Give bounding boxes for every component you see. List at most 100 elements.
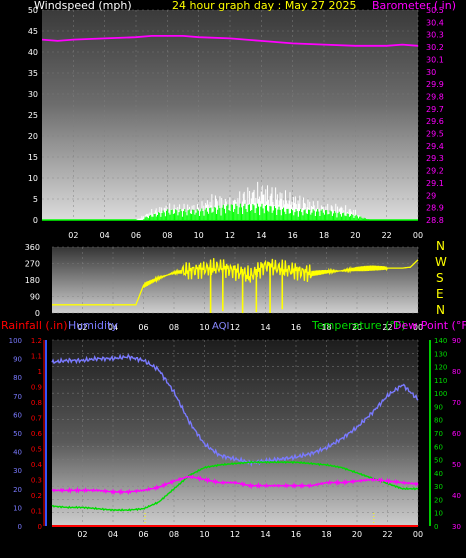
windspeed-tick-label: 25 xyxy=(28,111,38,120)
wind-panel-x-tick-label: 14 xyxy=(256,231,266,240)
humidity-panel-x-tick-label: 02 xyxy=(77,530,87,539)
temperature-tick-label: 0 xyxy=(434,523,438,531)
direction-panel-x-tick-label: 16 xyxy=(291,323,301,332)
rainfall-tick-label: 0.3 xyxy=(31,477,42,485)
rainfall-tick-label: 0.8 xyxy=(31,399,42,407)
barometer-tick-label: 30.2 xyxy=(426,43,444,52)
direction-panel-x-tick-label: 20 xyxy=(352,323,362,332)
wind-panel-x-tick-label: 08 xyxy=(162,231,172,240)
humidity-tick-label: 30 xyxy=(13,467,22,475)
humidity-panel-x-tick-label: 08 xyxy=(169,530,179,539)
barometer-tick-label: 29.9 xyxy=(426,80,444,89)
humidity-panel-x-tick-label: 12 xyxy=(230,530,240,539)
humidity-axis-label: Humidity xyxy=(68,319,118,332)
humidity-panel-x-tick-label: 22 xyxy=(382,530,392,539)
humidity-panel-x-tick-label: 06 xyxy=(138,530,148,539)
humidity-tick-label: 70 xyxy=(13,393,22,401)
direction-panel-x-tick-label: 12 xyxy=(230,323,240,332)
barometer-series-line xyxy=(41,35,419,47)
windspeed-tick-label: 0 xyxy=(33,216,38,225)
windspeed-tick-label: 5 xyxy=(33,195,38,204)
wind-panel-x-tick-label: 00 xyxy=(413,231,423,240)
aqi-label: AQI xyxy=(212,321,230,332)
humidity-tick-label: 50 xyxy=(13,430,22,438)
direction-panel-x-tick-label: 00 xyxy=(413,323,423,332)
barometer-tick-label: 29.3 xyxy=(426,154,444,163)
barometer-tick-label: 30.4 xyxy=(426,18,444,27)
humidity-panel-x-tick-label: 14 xyxy=(260,530,270,539)
temperature-tick-label: 140 xyxy=(434,337,447,345)
barometer-tick-label: 29.2 xyxy=(426,167,444,176)
humidity-panel-x-tick-label: 10 xyxy=(199,530,209,539)
humidity-panel-x-tick-label: 00 xyxy=(413,530,423,539)
direction-panel-x-tick-label: 06 xyxy=(138,323,148,332)
barometer-tick-label: 30.3 xyxy=(426,31,444,40)
humidity-panel-x-tick-label: 16 xyxy=(291,530,301,539)
dew-point-tick-label: 60 xyxy=(452,430,461,438)
direction-letter-e: E xyxy=(436,287,444,301)
barometer-tick-label: 29 xyxy=(426,191,436,200)
humidity-tick-label: 20 xyxy=(13,486,22,494)
direction-panel-x-tick-label: 14 xyxy=(260,323,270,332)
temperature-tick-label: 100 xyxy=(434,390,447,398)
dew-point-tick-label: 50 xyxy=(452,461,461,469)
windspeed-tick-label: 15 xyxy=(28,153,38,162)
barometer-tick-label: 29.6 xyxy=(426,117,444,126)
windspeed-tick-label: 40 xyxy=(28,48,38,57)
temperature-axis-label: Temperature (°F) xyxy=(312,319,406,332)
direction-tick-label: 360 xyxy=(25,243,40,252)
windspeed-tick-label: 45 xyxy=(28,27,38,36)
direction-panel-x-tick-label: 10 xyxy=(199,323,209,332)
temperature-tick-label: 110 xyxy=(434,377,447,385)
rainfall-tick-label: 0 xyxy=(38,523,42,531)
direction-panel-x-tick-label: 08 xyxy=(169,323,179,332)
wind-panel-x-tick-label: 10 xyxy=(194,231,204,240)
barometer-tick-label: 29.7 xyxy=(426,105,444,114)
humidity-tick-label: 0 xyxy=(18,523,22,531)
temperature-tick-label: 20 xyxy=(434,496,443,504)
wind-direction-series-line xyxy=(52,258,419,306)
humidity-tick-label: 60 xyxy=(13,411,22,419)
rainfall-tick-label: 0.2 xyxy=(31,492,42,500)
wind-panel-x-tick-label: 18 xyxy=(319,231,329,240)
temperature-tick-label: 130 xyxy=(434,350,447,358)
humidity-tick-label: 100 xyxy=(9,337,22,345)
direction-letter-n-top: N xyxy=(436,239,445,253)
temperature-tick-label: 80 xyxy=(434,417,443,425)
barometer-tick-label: 30.5 xyxy=(426,6,444,15)
wind-panel-x-tick-label: 02 xyxy=(68,231,78,240)
barometer-tick-label: 28.8 xyxy=(426,216,444,225)
windspeed-tick-label: 50 xyxy=(28,6,38,15)
humidity-tick-label: 10 xyxy=(13,504,22,512)
rainfall-tick-label: 0.6 xyxy=(31,430,43,438)
windspeed-tick-label: 20 xyxy=(28,132,38,141)
dew-point-tick-label: 70 xyxy=(452,399,461,407)
barometer-tick-label: 29.1 xyxy=(426,179,444,188)
temperature-tick-label: 120 xyxy=(434,364,447,372)
rainfall-tick-label: 0.1 xyxy=(31,508,42,516)
direction-panel-x-tick-label: 02 xyxy=(77,323,87,332)
wind-panel-x-tick-label: 20 xyxy=(350,231,360,240)
rainfall-axis-label: Rainfall (.in) xyxy=(1,319,68,332)
windspeed-axis-label: Windspeed (mph) xyxy=(34,0,132,12)
direction-panel-x-tick-label: 18 xyxy=(321,323,331,332)
wind-panel-x-tick-label: 06 xyxy=(131,231,141,240)
humidity-panel-x-tick-label: 04 xyxy=(108,530,118,539)
temperature-tick-label: 40 xyxy=(434,470,443,478)
barometer-tick-label: 28.9 xyxy=(426,204,444,213)
wind-panel-x-tick-label: 04 xyxy=(100,231,110,240)
temperature-tick-label: 30 xyxy=(434,483,443,491)
humidity-tick-label: 40 xyxy=(13,449,22,457)
barometer-tick-label: 30 xyxy=(426,68,436,77)
direction-panel-x-tick-label: 22 xyxy=(382,323,392,332)
humidity-series-line xyxy=(51,353,419,467)
direction-letter-s: S xyxy=(436,271,444,285)
direction-tick-label: 0 xyxy=(35,309,40,318)
barometer-tick-label: 29.5 xyxy=(426,130,444,139)
windspeed-tick-label: 10 xyxy=(28,174,38,183)
rainfall-tick-label: 0.5 xyxy=(31,446,42,454)
humidity-tick-label: 80 xyxy=(13,374,22,382)
rainfall-tick-label: 1.2 xyxy=(31,337,42,345)
wind-panel-x-tick-label: 16 xyxy=(288,231,298,240)
